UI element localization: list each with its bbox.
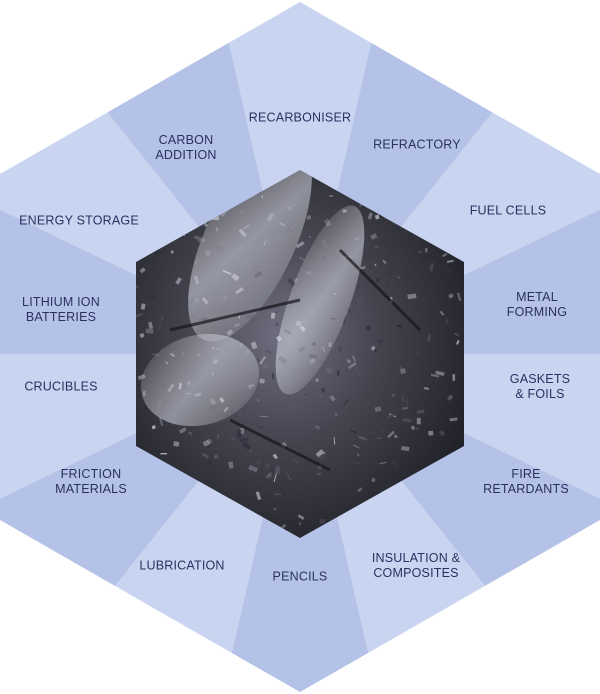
segment-label: FIRE RETARDANTS — [483, 467, 569, 496]
segment-wedge — [300, 50, 600, 354]
segment-label: CARBON ADDITION — [155, 133, 217, 162]
segment-label: METAL FORMING — [506, 290, 568, 319]
segment-wedge — [0, 354, 300, 658]
segment-label: FRICTION MATERIALS — [55, 467, 127, 496]
segment-wedge — [0, 354, 300, 692]
segment-label: FUEL CELLS — [469, 203, 547, 218]
segment-label: LITHIUM ION BATTERIES — [22, 295, 100, 324]
segment-label: PENCILS — [272, 569, 328, 584]
segment-wedge — [300, 354, 600, 692]
segment-wedge — [0, 354, 300, 692]
segment-label: RECARBONISER — [248, 110, 352, 125]
segment-label: LUBRICATION — [139, 558, 225, 573]
segment-label: GASKETS & FOILS — [509, 372, 571, 401]
segment-label: CRUCIBLES — [24, 379, 98, 394]
segment-wedge — [144, 2, 456, 354]
segment-wedge — [300, 2, 600, 354]
segment-label: ENERGY STORAGE — [19, 213, 139, 228]
segment-label: REFRACTORY — [373, 137, 461, 152]
segment-wedge — [0, 2, 300, 354]
graphite-center-image — [136, 170, 464, 538]
segment-wedge — [300, 354, 600, 658]
segment-label: INSULATION & COMPOSITES — [371, 551, 461, 580]
segment-wedge — [300, 354, 600, 692]
segment-wedge — [0, 50, 300, 354]
